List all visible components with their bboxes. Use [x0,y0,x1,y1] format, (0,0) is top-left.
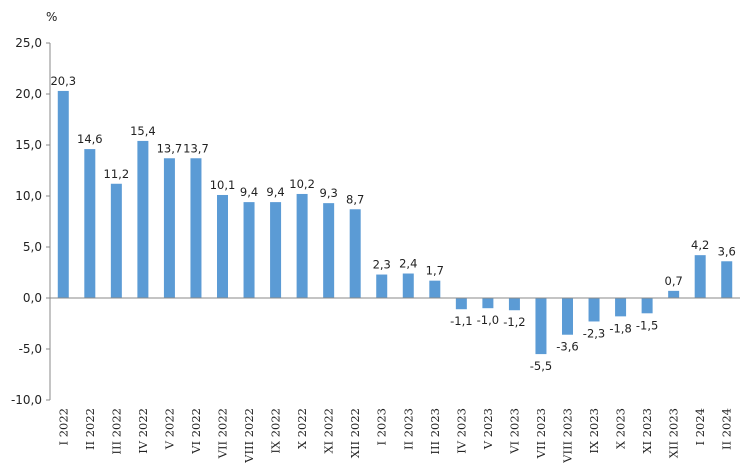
y-axis-ticks: -10,0 -5,0 0,0 5,0 10,0 15,0 20,0 25,0 [11,36,50,407]
y-tick-label: 25,0 [15,36,42,50]
x-tick-label: XI 2023 [640,408,654,454]
data-label: 13,7 [183,141,209,155]
data-label: 3,6 [718,244,736,258]
bars-group [57,90,733,355]
y-tick-label: -5,0 [19,342,42,356]
data-label: 2,3 [373,258,391,272]
data-label: 13,7 [157,141,183,155]
x-tick-label: X 2022 [295,408,309,449]
x-tick-label: VI 2022 [189,408,203,455]
x-tick-label: XII 2023 [667,408,681,458]
bar-x-2023 [615,298,627,317]
bar-iii-2022 [110,183,122,298]
bar-xii-2022 [349,209,361,298]
data-label: 14,6 [77,132,103,146]
data-labels-group: 20,314,611,215,413,7 13,710,19,4 9,410,29,… [50,74,735,373]
bar-x-2022 [296,193,308,298]
bar-ix-2023 [588,298,600,322]
y-tick-label: 15,0 [15,138,42,152]
data-label: 10,2 [289,177,315,191]
x-tick-label: VI 2023 [507,408,521,455]
bar-xii-2023 [668,290,680,298]
x-tick-label: VII 2022 [216,408,230,459]
x-tick-label: XII 2022 [348,408,362,458]
y-tick-label: 20,0 [15,87,42,101]
bar-vii-2023 [535,298,547,355]
data-label: -1,2 [503,315,525,329]
data-label: 0,7 [665,274,683,288]
bar-ii-2024 [721,261,733,298]
y-tick-label: 0,0 [23,291,42,305]
data-label: -5,5 [530,359,552,373]
bar-vi-2023 [508,298,520,311]
data-label: -1,8 [609,321,631,335]
data-label: -3,6 [556,340,578,354]
bar-i-2023 [376,274,388,298]
x-tick-label: III 2022 [109,408,123,455]
x-tick-label: II 2022 [83,408,97,450]
data-label: 20,3 [50,74,76,88]
bar-xi-2023 [641,298,653,314]
x-tick-label: VIII 2022 [242,408,256,464]
y-tick-label: -10,0 [11,393,42,407]
x-tick-label: IX 2023 [587,408,601,454]
bar-vi-2022 [190,158,202,298]
bar-i-2022 [57,90,69,298]
bar-vii-2022 [217,194,228,298]
y-axis-unit-label: % [46,10,57,24]
data-label: 4,2 [691,238,709,252]
data-label: 10,1 [210,178,236,192]
data-label: 15,4 [130,124,156,138]
bar-iv-2023 [455,298,467,310]
data-label: -1,5 [636,318,658,332]
bar-v-2023 [482,298,494,309]
x-tick-label: II 2023 [401,408,415,450]
x-tick-label: III 2023 [428,408,442,455]
bar-xi-2022 [323,203,335,298]
data-label: -2,3 [583,326,605,340]
x-tick-label: XI 2022 [322,408,336,454]
x-tick-label: V 2022 [162,408,176,450]
data-label: 11,2 [104,167,130,181]
data-label: -1,0 [477,313,499,327]
bar-ix-2022 [270,202,282,298]
bar-iv-2022 [137,140,149,298]
bar-v-2022 [163,158,175,298]
x-tick-label: II 2024 [720,408,734,450]
y-tick-label: 5,0 [23,240,42,254]
bar-ii-2023 [402,273,414,298]
data-label: 9,4 [240,185,258,199]
bar-ii-2022 [84,149,96,298]
data-label: 9,4 [266,185,284,199]
x-tick-label: X 2023 [614,408,628,449]
y-tick-label: 10,0 [15,189,42,203]
data-label: 2,4 [399,257,417,271]
x-tick-label: IV 2022 [136,408,150,454]
x-tick-label: I 2022 [56,408,70,445]
x-tick-label: I 2024 [693,408,707,445]
axes-group [49,43,740,400]
bar-viii-2022 [243,202,255,298]
data-label: 8,7 [346,192,364,206]
data-label: -1,1 [450,314,472,328]
x-axis-ticks: I 2022 II 2022 III 2022 IV 2022 V 2022 VI 202… [56,408,733,464]
x-tick-label: IV 2023 [454,408,468,454]
bar-viii-2023 [562,298,573,335]
data-label: 1,7 [426,264,444,278]
x-tick-label: I 2023 [375,408,389,445]
x-tick-label: IX 2022 [269,408,283,454]
x-tick-label: VII 2023 [534,408,548,459]
x-tick-label: VIII 2023 [561,408,575,464]
x-tick-label: V 2023 [481,408,495,450]
bar-iii-2023 [429,280,441,298]
bar-i-2024 [694,255,706,298]
data-label: 9,3 [320,186,338,200]
